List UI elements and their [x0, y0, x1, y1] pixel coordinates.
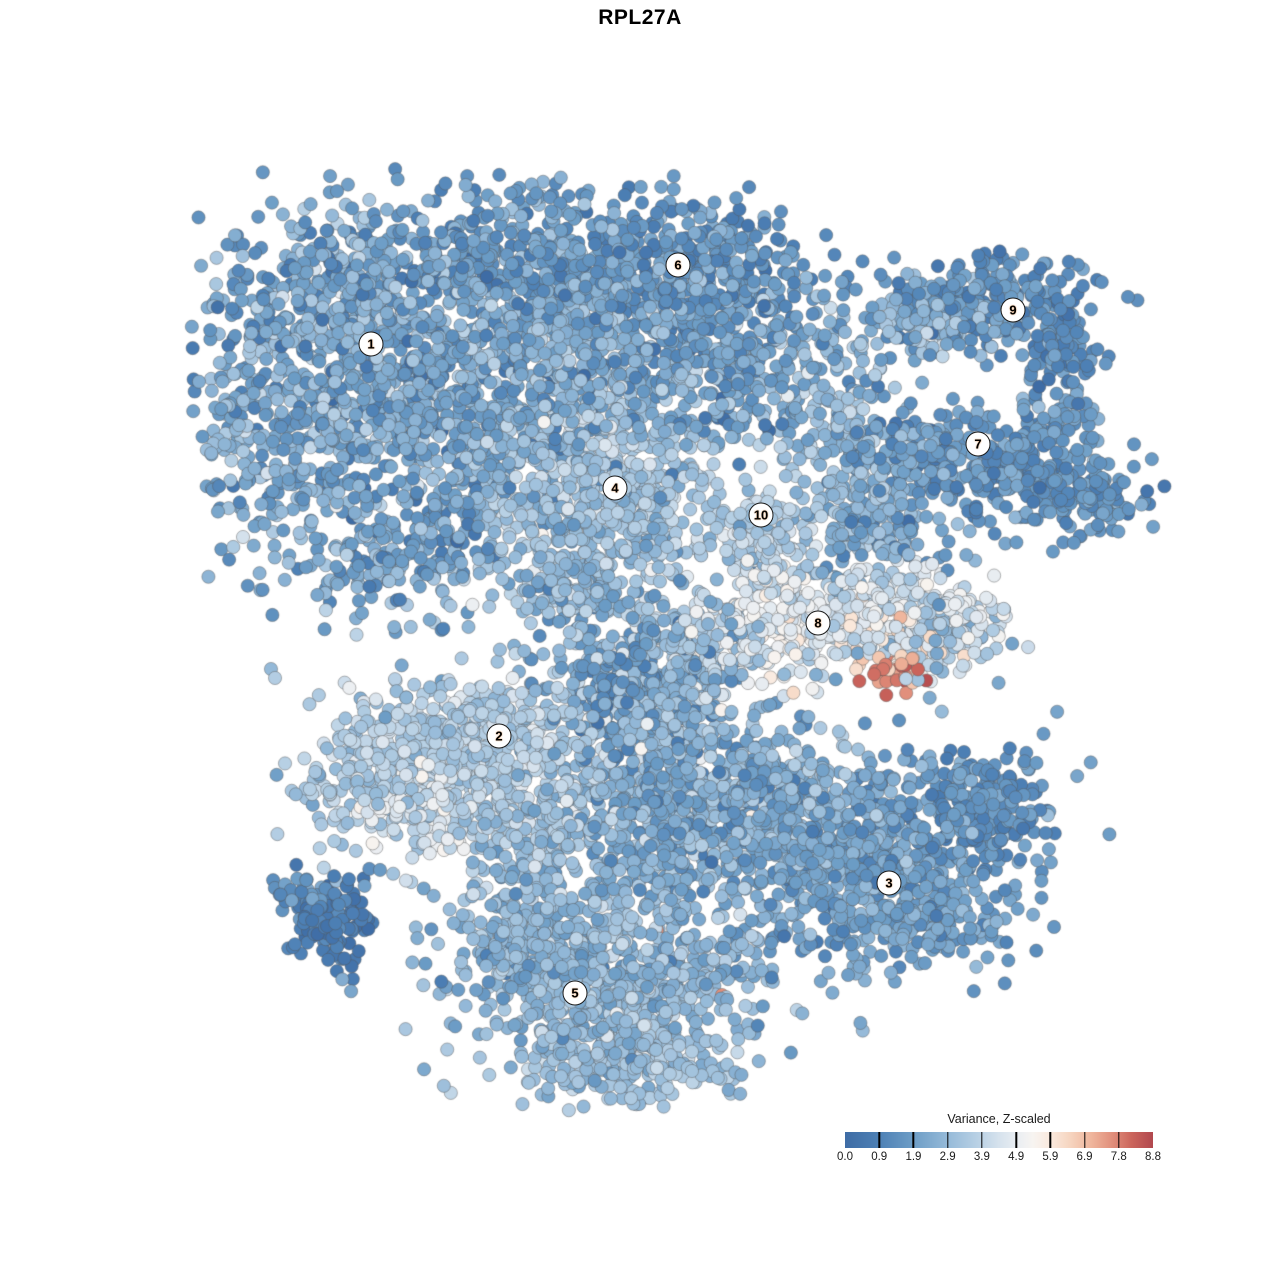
colorbar-tick-label: 3.9 [973, 1151, 990, 1163]
colorbar-tick-label: 6.9 [1076, 1151, 1093, 1163]
colorbar-tick-label: 8.8 [1145, 1151, 1161, 1163]
cluster-label-9: 9 [1000, 297, 1026, 323]
cluster-label-10: 10 [748, 502, 774, 528]
colorbar-tick-label: 0.0 [837, 1151, 853, 1163]
cluster-label-5: 5 [562, 980, 588, 1006]
colorbar-tick-label: 7.8 [1110, 1151, 1127, 1163]
cluster-label-6: 6 [665, 252, 691, 278]
cluster-label-8: 8 [805, 610, 831, 636]
colorbar-tick-line [1118, 1132, 1120, 1148]
colorbar-legend: Variance, Z-scaled 0.0 0.9 1.9 2.9 3.9 4.9 5.9… [837, 1112, 1161, 1165]
colorbar-tick-label: 5.9 [1042, 1151, 1059, 1163]
cluster-label-2: 2 [486, 723, 512, 749]
colorbar-tick-line [878, 1132, 880, 1148]
colorbar-tick-label: 4.9 [1008, 1151, 1025, 1163]
colorbar-tick-line [1015, 1132, 1017, 1148]
colorbar-tick-labels: 0.0 0.9 1.9 2.9 3.9 4.9 5.9 6.9 7.8 8.8 [837, 1151, 1161, 1165]
colorbar-tick-line [946, 1132, 949, 1148]
cluster-label-4: 4 [602, 475, 628, 501]
cluster-label-1: 1 [358, 331, 384, 357]
colorbar-tick-label: 0.9 [871, 1151, 888, 1163]
colorbar-tick-line [981, 1132, 983, 1148]
colorbar-gradient [845, 1132, 1153, 1148]
colorbar-title: Variance, Z-scaled [947, 1112, 1051, 1126]
cluster-label-7: 7 [965, 431, 991, 457]
colorbar-tick-line [1083, 1132, 1086, 1148]
colorbar-tick-line [912, 1132, 915, 1148]
colorbar-tick-label: 1.9 [905, 1151, 922, 1163]
chart-title: RPL27A [598, 6, 682, 29]
colorbar-tick-line [1049, 1132, 1052, 1148]
cluster-label-3: 3 [876, 870, 902, 896]
colorbar-tick-label: 2.9 [939, 1151, 956, 1163]
